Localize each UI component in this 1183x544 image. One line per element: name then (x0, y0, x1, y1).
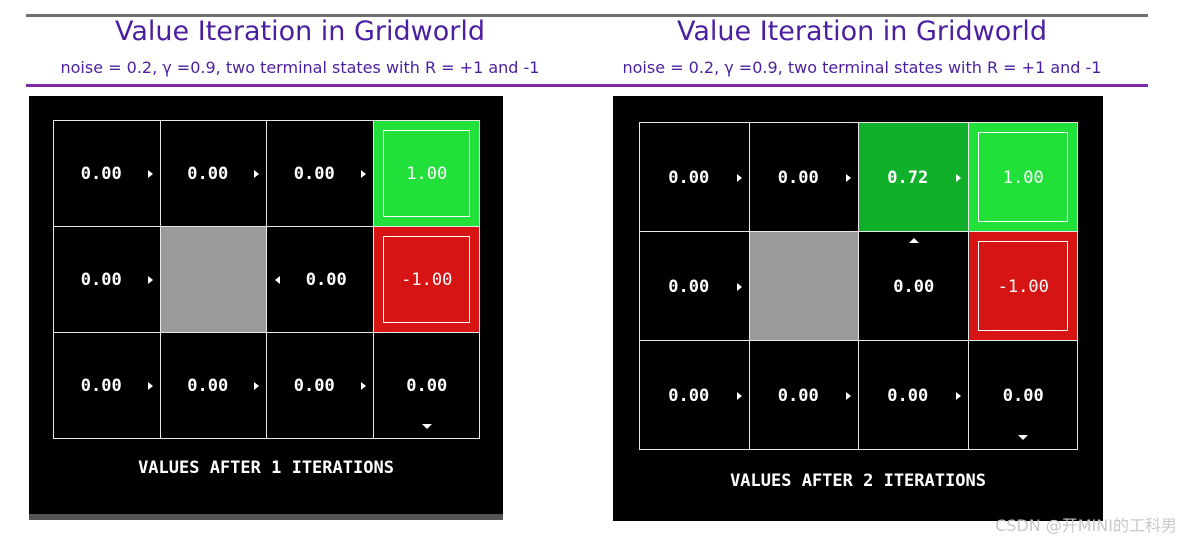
state-cell: 0.00 (53, 226, 161, 333)
policy-arrow-right-icon (736, 391, 742, 400)
state-cell: 0.00 (639, 340, 750, 450)
state-value: 0.00 (668, 167, 710, 188)
top-divider-left (26, 14, 586, 17)
state-value: 0.00 (293, 376, 335, 396)
policy-arrow-left-icon (275, 276, 280, 284)
state-cell: 0.00 (639, 122, 750, 232)
policy-arrow-right-icon (147, 276, 153, 284)
policy-arrow-right-icon (736, 282, 742, 291)
state-cell: 0.00 (53, 332, 161, 439)
policy-arrow-right-icon (147, 170, 153, 178)
terminal-inner-border (977, 132, 1068, 222)
state-value: 0.00 (777, 385, 819, 406)
policy-arrow-right-icon (254, 382, 259, 390)
policy-arrow-down-icon (1018, 435, 1029, 440)
state-value: 0.00 (406, 376, 448, 396)
policy-arrow-right-icon (360, 170, 366, 178)
state-value: 0.00 (80, 270, 122, 290)
top-divider-right (586, 14, 1148, 17)
policy-arrow-right-icon (736, 173, 742, 182)
state-cell: 0.00 (159, 120, 267, 227)
terminal-cell: -1.00 (372, 226, 480, 333)
iteration-caption: VALUES AFTER 1 ITERATIONS (138, 458, 394, 478)
terminal-inner-border (382, 130, 470, 217)
policy-arrow-down-icon (421, 424, 432, 429)
policy-arrow-right-icon (360, 382, 366, 390)
wall-cell (159, 226, 267, 333)
panel-1-subtitle: noise = 0.2, γ =0.9, two terminal states… (60, 58, 540, 77)
board-1-shadow (29, 514, 503, 520)
csdn-watermark: CSDN @开MINI的工科男 (995, 516, 1177, 535)
panel-2-title: Value Iteration in Gridworld (676, 16, 1048, 47)
iteration-caption: VALUES AFTER 2 ITERATIONS (730, 471, 986, 491)
state-cell: 0.00 (266, 332, 374, 439)
state-cell: 0.00 (858, 231, 969, 341)
state-value: 1.00 (406, 164, 448, 184)
state-value: 0.00 (187, 376, 229, 396)
terminal-cell: -1.00 (967, 231, 1078, 341)
state-value: 0.00 (1002, 385, 1044, 406)
state-value: 0.00 (305, 270, 347, 290)
policy-arrow-up-icon (908, 238, 919, 243)
policy-arrow-right-icon (846, 173, 851, 182)
state-value: 0.72 (887, 167, 929, 188)
state-cell: 0.00 (53, 120, 161, 227)
state-value: 0.00 (293, 164, 335, 184)
state-value: 0.00 (668, 276, 710, 297)
terminal-cell: 1.00 (372, 120, 480, 227)
panel-2-rule (586, 84, 1148, 87)
state-value: 0.00 (668, 385, 710, 406)
policy-arrow-right-icon (955, 173, 961, 182)
terminal-cell: 1.00 (967, 122, 1078, 232)
policy-arrow-right-icon (955, 391, 961, 400)
panel-2-subtitle: noise = 0.2, γ =0.9, two terminal states… (622, 58, 1102, 77)
state-cell: 0.00 (858, 340, 969, 450)
state-value: 0.00 (777, 167, 819, 188)
panel-1-title: Value Iteration in Gridworld (114, 16, 486, 47)
state-value: 0.00 (893, 276, 935, 297)
state-cell: 0.00 (748, 340, 859, 450)
state-value: 0.00 (187, 164, 229, 184)
state-value: 0.00 (887, 385, 929, 406)
state-cell: 0.00 (266, 226, 374, 333)
state-cell: 0.00 (159, 332, 267, 439)
gridworld-board-2: 0.00 0.00 0.72 1.00 0.00 0.00 -1.00 0.00 0.00 0.0… (613, 96, 1103, 521)
terminal-inner-border (382, 236, 470, 323)
state-cell: 0.00 (748, 122, 859, 232)
state-value: -1.00 (997, 276, 1049, 297)
policy-arrow-right-icon (147, 382, 153, 390)
state-cell: 0.00 (639, 231, 750, 341)
state-cell: 0.00 (266, 120, 374, 227)
policy-arrow-right-icon (846, 391, 851, 400)
state-value: -1.00 (401, 270, 453, 290)
state-value: 0.00 (80, 164, 122, 184)
state-cell: 0.00 (372, 332, 480, 439)
panel-1-rule (26, 84, 586, 87)
policy-arrow-right-icon (254, 170, 259, 178)
state-value: 0.00 (80, 376, 122, 396)
state-cell: 0.00 (967, 340, 1078, 450)
wall-cell (748, 231, 859, 341)
state-value: 1.00 (1002, 167, 1044, 188)
state-cell: 0.72 (858, 122, 969, 232)
gridworld-board-1: 0.00 0.00 0.00 1.00 0.00 0.00 -1.00 0.00 0.00 0.0… (29, 96, 503, 516)
terminal-inner-border (977, 241, 1068, 331)
